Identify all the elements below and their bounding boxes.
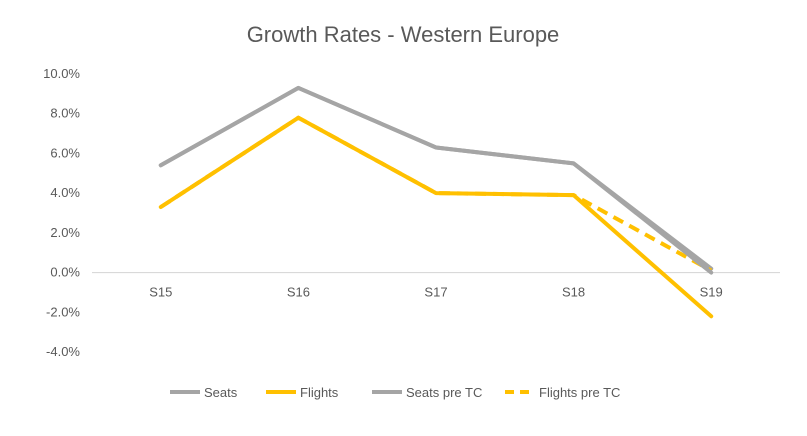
legend-label: Seats xyxy=(204,385,238,400)
series-line-flights xyxy=(158,115,714,319)
series-line-seats xyxy=(158,85,714,275)
x-tick-label: S17 xyxy=(424,285,447,300)
y-tick-label: 10.0% xyxy=(43,66,80,81)
legend-label: Seats pre TC xyxy=(406,385,482,400)
x-axis-labels: S15 S16 S17 S18 S19 xyxy=(149,285,723,300)
y-tick-label: 2.0% xyxy=(50,225,80,240)
y-tick-label: 4.0% xyxy=(50,185,80,200)
y-tick-label: -2.0% xyxy=(46,304,80,319)
x-tick-label: S16 xyxy=(287,285,310,300)
x-tick-label: S15 xyxy=(149,285,172,300)
legend: Seats Flights Seats pre TC Flights pre TC xyxy=(170,385,620,400)
y-tick-label: 8.0% xyxy=(50,106,80,121)
legend-label: Flights pre TC xyxy=(539,385,620,400)
series-lines xyxy=(158,85,714,319)
y-axis-labels: 10.0% 8.0% 6.0% 4.0% 2.0% 0.0% -2.0% -4.0% xyxy=(43,66,80,359)
chart-title: Growth Rates - Western Europe xyxy=(247,22,560,47)
x-tick-label: S19 xyxy=(700,285,723,300)
legend-label: Flights xyxy=(300,385,339,400)
y-tick-label: -4.0% xyxy=(46,344,80,359)
x-tick-label: S18 xyxy=(562,285,585,300)
y-tick-label: 0.0% xyxy=(50,265,80,280)
y-tick-label: 6.0% xyxy=(50,145,80,160)
